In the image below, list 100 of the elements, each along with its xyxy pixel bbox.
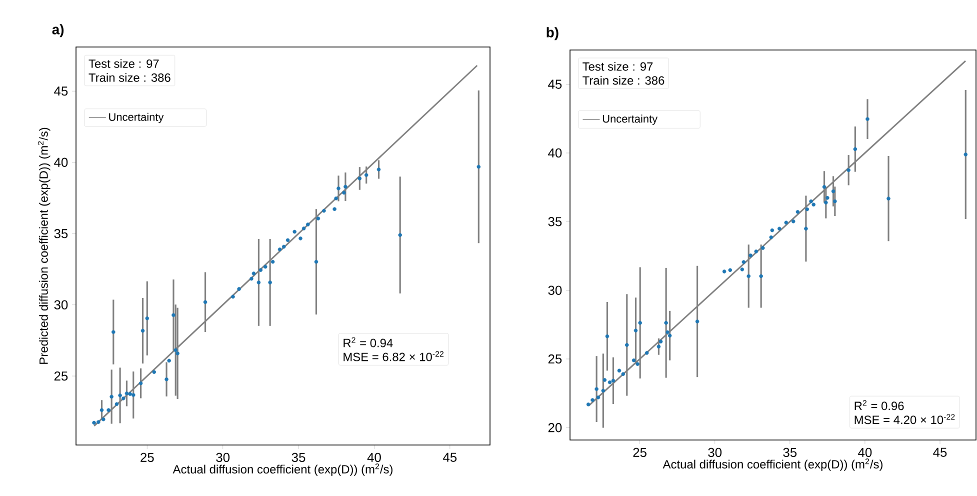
chart-title: b) xyxy=(546,27,558,40)
point xyxy=(636,362,640,366)
point xyxy=(784,220,788,224)
point xyxy=(722,270,726,274)
point xyxy=(344,184,348,189)
point xyxy=(644,351,649,355)
point xyxy=(164,377,168,382)
point xyxy=(174,348,178,352)
x-tick-label: 35 xyxy=(783,448,797,458)
y-tick-label: 20 xyxy=(548,423,562,432)
point xyxy=(100,408,104,412)
point xyxy=(263,264,268,269)
point xyxy=(638,320,642,325)
point xyxy=(140,328,145,333)
legend-label: Uncertainty xyxy=(602,114,658,125)
x-tick-label: 40 xyxy=(367,452,381,462)
point xyxy=(759,274,763,278)
point xyxy=(866,117,870,121)
point xyxy=(742,260,746,264)
point xyxy=(102,417,106,422)
point xyxy=(336,186,340,190)
point xyxy=(124,392,129,396)
point xyxy=(322,208,326,213)
point xyxy=(831,189,836,194)
point xyxy=(608,380,612,384)
point xyxy=(822,184,826,189)
point xyxy=(846,168,850,172)
point xyxy=(590,398,594,402)
y-axis-title: Predicted diffusion coefficient (exp(D)) (m$^{2}$/s) xyxy=(38,128,50,364)
point xyxy=(250,276,254,281)
point xyxy=(632,358,636,362)
point xyxy=(791,219,796,224)
point xyxy=(172,313,176,317)
point xyxy=(805,207,810,212)
point xyxy=(668,334,672,338)
y-tick-label: 35 xyxy=(548,217,562,226)
x-tick-label: 45 xyxy=(933,448,947,457)
legend-label: Uncertainty xyxy=(109,112,164,124)
point xyxy=(256,280,261,284)
annotation: Train size : 386 xyxy=(582,76,664,85)
point xyxy=(602,378,607,382)
x-tick-label: 45 xyxy=(442,452,457,462)
annotation: R$^{2}$ = 0.94 xyxy=(344,337,393,348)
point xyxy=(145,316,150,320)
point xyxy=(342,190,346,195)
y-tick-label: 35 xyxy=(54,229,68,238)
point xyxy=(314,260,318,264)
point xyxy=(376,168,381,172)
point xyxy=(106,408,110,412)
point xyxy=(809,199,813,204)
point xyxy=(664,320,668,325)
point xyxy=(624,343,629,347)
point xyxy=(617,368,622,373)
point xyxy=(118,394,122,398)
point xyxy=(740,268,744,272)
point xyxy=(364,173,368,177)
point xyxy=(746,274,751,278)
point xyxy=(128,392,132,396)
point xyxy=(167,358,171,363)
point xyxy=(203,300,208,304)
point xyxy=(398,233,402,237)
point xyxy=(666,330,670,334)
point xyxy=(824,200,828,204)
x-tick-label: 40 xyxy=(858,448,872,458)
point xyxy=(111,330,116,334)
point xyxy=(237,287,241,291)
x-tick-label: 35 xyxy=(292,452,306,462)
point xyxy=(826,196,830,200)
point xyxy=(286,238,290,242)
point xyxy=(804,226,808,231)
point xyxy=(231,294,235,299)
point xyxy=(601,388,606,393)
point xyxy=(306,222,310,226)
point xyxy=(282,244,286,249)
y-tick-label: 30 xyxy=(54,300,68,310)
y-tick-label: 45 xyxy=(548,80,562,89)
point xyxy=(760,246,765,250)
point xyxy=(252,272,256,276)
annotation: MSE = 4.20 × 10$^{-22}$ xyxy=(854,414,955,424)
point xyxy=(334,196,338,200)
x-tick-label: 25 xyxy=(140,452,154,462)
point xyxy=(176,351,180,356)
point xyxy=(656,344,661,349)
point xyxy=(476,164,481,169)
point xyxy=(596,396,600,400)
point xyxy=(594,387,598,391)
y-tick-label: 25 xyxy=(54,371,68,381)
point xyxy=(292,230,296,234)
point xyxy=(258,268,263,272)
point xyxy=(728,268,732,272)
x-axis-title: Actual diffusion coefficient (exp(D)) (m$^{2}$/s) xyxy=(172,464,392,476)
point xyxy=(886,196,890,200)
chart-title: a) xyxy=(52,24,64,38)
point xyxy=(152,370,156,374)
point xyxy=(131,393,136,397)
point xyxy=(777,226,782,231)
point xyxy=(121,396,126,400)
annotation: Test size : 97 xyxy=(582,62,653,71)
y-tick-label: 30 xyxy=(548,286,562,295)
point xyxy=(796,210,800,214)
